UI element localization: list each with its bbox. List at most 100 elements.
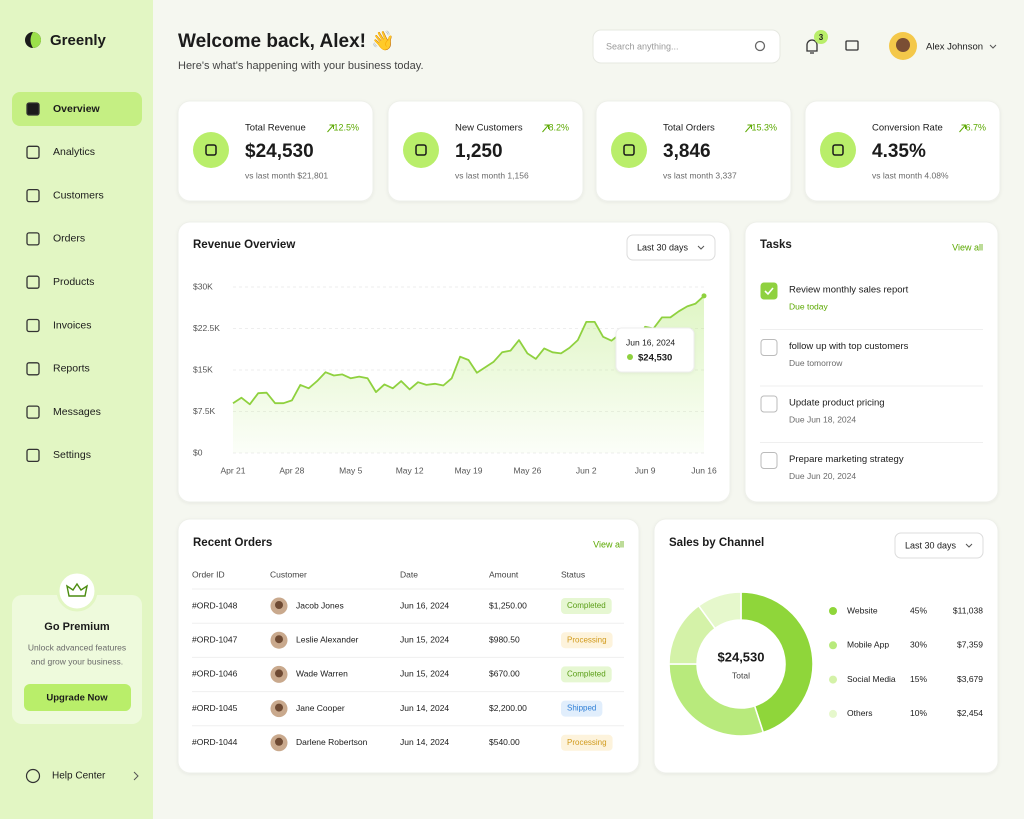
premium-badge [56,570,98,612]
legend-label: Mobile App [847,640,889,650]
status-label: Processing [567,635,607,644]
filter-button[interactable] [894,532,984,559]
label: vs last month 3,337 [663,170,737,180]
status-pill [561,666,612,683]
customer-face [275,703,283,712]
chevron [133,771,139,781]
label: and grow your business. [31,656,123,666]
legend-dot [829,675,837,684]
user-name[interactable]: Alex Johnson [926,42,983,53]
donut-slice [697,591,742,630]
end-point [701,293,707,299]
filter-label[interactable]: Last 30 days [637,242,689,252]
label: #ORD-1044 [192,737,238,747]
label[interactable]: Upgrade Now [46,693,108,704]
checkbox[interactable] [760,282,778,300]
orders-card [177,518,640,774]
legend-percent: 30% [910,640,927,650]
search-icon [754,40,766,52]
status-label: Shipped [567,704,596,713]
stat-card [595,100,792,202]
filter-button[interactable] [626,234,716,261]
task-label: follow up with top customers [789,341,909,352]
checkbox[interactable] [760,339,778,356]
x-tick-label: Jun 9 [635,465,656,475]
nav-item[interactable]: Messages [53,406,101,418]
tooltip-value: $24,530 [638,353,672,364]
tasks-card [744,221,999,503]
section-title: Tasks [760,239,792,251]
x-tick-label: Apr 28 [279,465,304,475]
stat-glyph [623,144,635,156]
status-label: Completed [567,670,606,679]
label: $670.00 [489,669,520,679]
tooltip-date: Jun 16, 2024 [626,337,675,347]
label: Jun 15, 2024 [400,669,449,679]
nav-icon [26,102,40,116]
nav-item[interactable]: Reports [53,363,90,375]
badge [814,30,828,44]
label: Jun 15, 2024 [400,634,449,644]
checkbox[interactable] [760,395,778,413]
stat-value: $24,530 [245,141,314,162]
help-link[interactable]: Help Center [52,771,106,782]
stat-change: 6.7% [965,122,986,132]
y-tick-label: $22.5K [193,323,220,333]
upgrade-button[interactable] [24,684,131,711]
help-icon [25,768,41,784]
nav-icon [26,405,40,419]
stat-icon [820,132,856,168]
column-header: Amount [489,569,519,579]
chevron [965,543,973,548]
label: #ORD-1047 [192,634,238,644]
trend-arrow [745,124,752,133]
mail-icon[interactable] [845,40,859,51]
legend-label: Social Media [847,674,896,684]
nav-icon [26,362,40,376]
nav-item[interactable]: Customers [53,189,104,201]
view-all[interactable]: View all [952,242,983,252]
search-placeholder[interactable]: Search anything... [606,41,679,51]
status-label: Completed [567,601,606,610]
x-tick-label: Apr 21 [220,465,245,475]
stat-glyph [832,144,844,156]
bell-icon[interactable] [806,39,818,54]
task-due: Due tomorrow [789,358,843,368]
status-pill [561,734,613,751]
stat-value: 3,846 [663,141,711,162]
task-due: Due Jun 18, 2024 [789,414,856,424]
nav-icon [26,448,40,463]
filter-label[interactable]: Last 30 days [905,540,957,550]
task-label: Review monthly sales report [789,285,909,296]
customer-face [275,669,283,678]
column-header: Order ID [192,569,225,579]
checkbox[interactable] [760,452,778,469]
crown-icon [65,582,89,597]
task-label: Update product pricing [789,398,885,409]
nav-item[interactable]: Settings [53,449,91,461]
status-pill [561,598,612,614]
label: Darlene Robertson [296,737,368,747]
legend-dot [829,641,837,650]
legend-dot [829,607,837,615]
subtitle: Here's what's happening with your busine… [178,60,424,72]
status-pill [561,632,613,649]
legend-percent: 15% [910,674,927,684]
column-header: Date [400,569,418,579]
nav-item[interactable]: Invoices [53,319,92,331]
x-tick-label: Jun 2 [576,465,597,475]
view-all[interactable]: View all [593,539,624,549]
nav-item[interactable]: Overview [53,103,101,115]
nav-item[interactable]: Orders [53,233,85,245]
stat-value: 1,250 [455,141,503,162]
label: Unlock advanced features [28,642,126,652]
nav-icon [26,145,40,159]
nav-item[interactable]: Products [53,276,94,288]
nav-item[interactable]: Analytics [53,146,95,158]
search-box[interactable] [592,29,781,64]
label: Total Orders [663,123,715,134]
x-tick-label: May 12 [396,465,424,475]
label: Go Premium [44,621,110,633]
stat-change: 12.5% [333,122,359,132]
chart-title: Sales by Channel [669,537,764,549]
